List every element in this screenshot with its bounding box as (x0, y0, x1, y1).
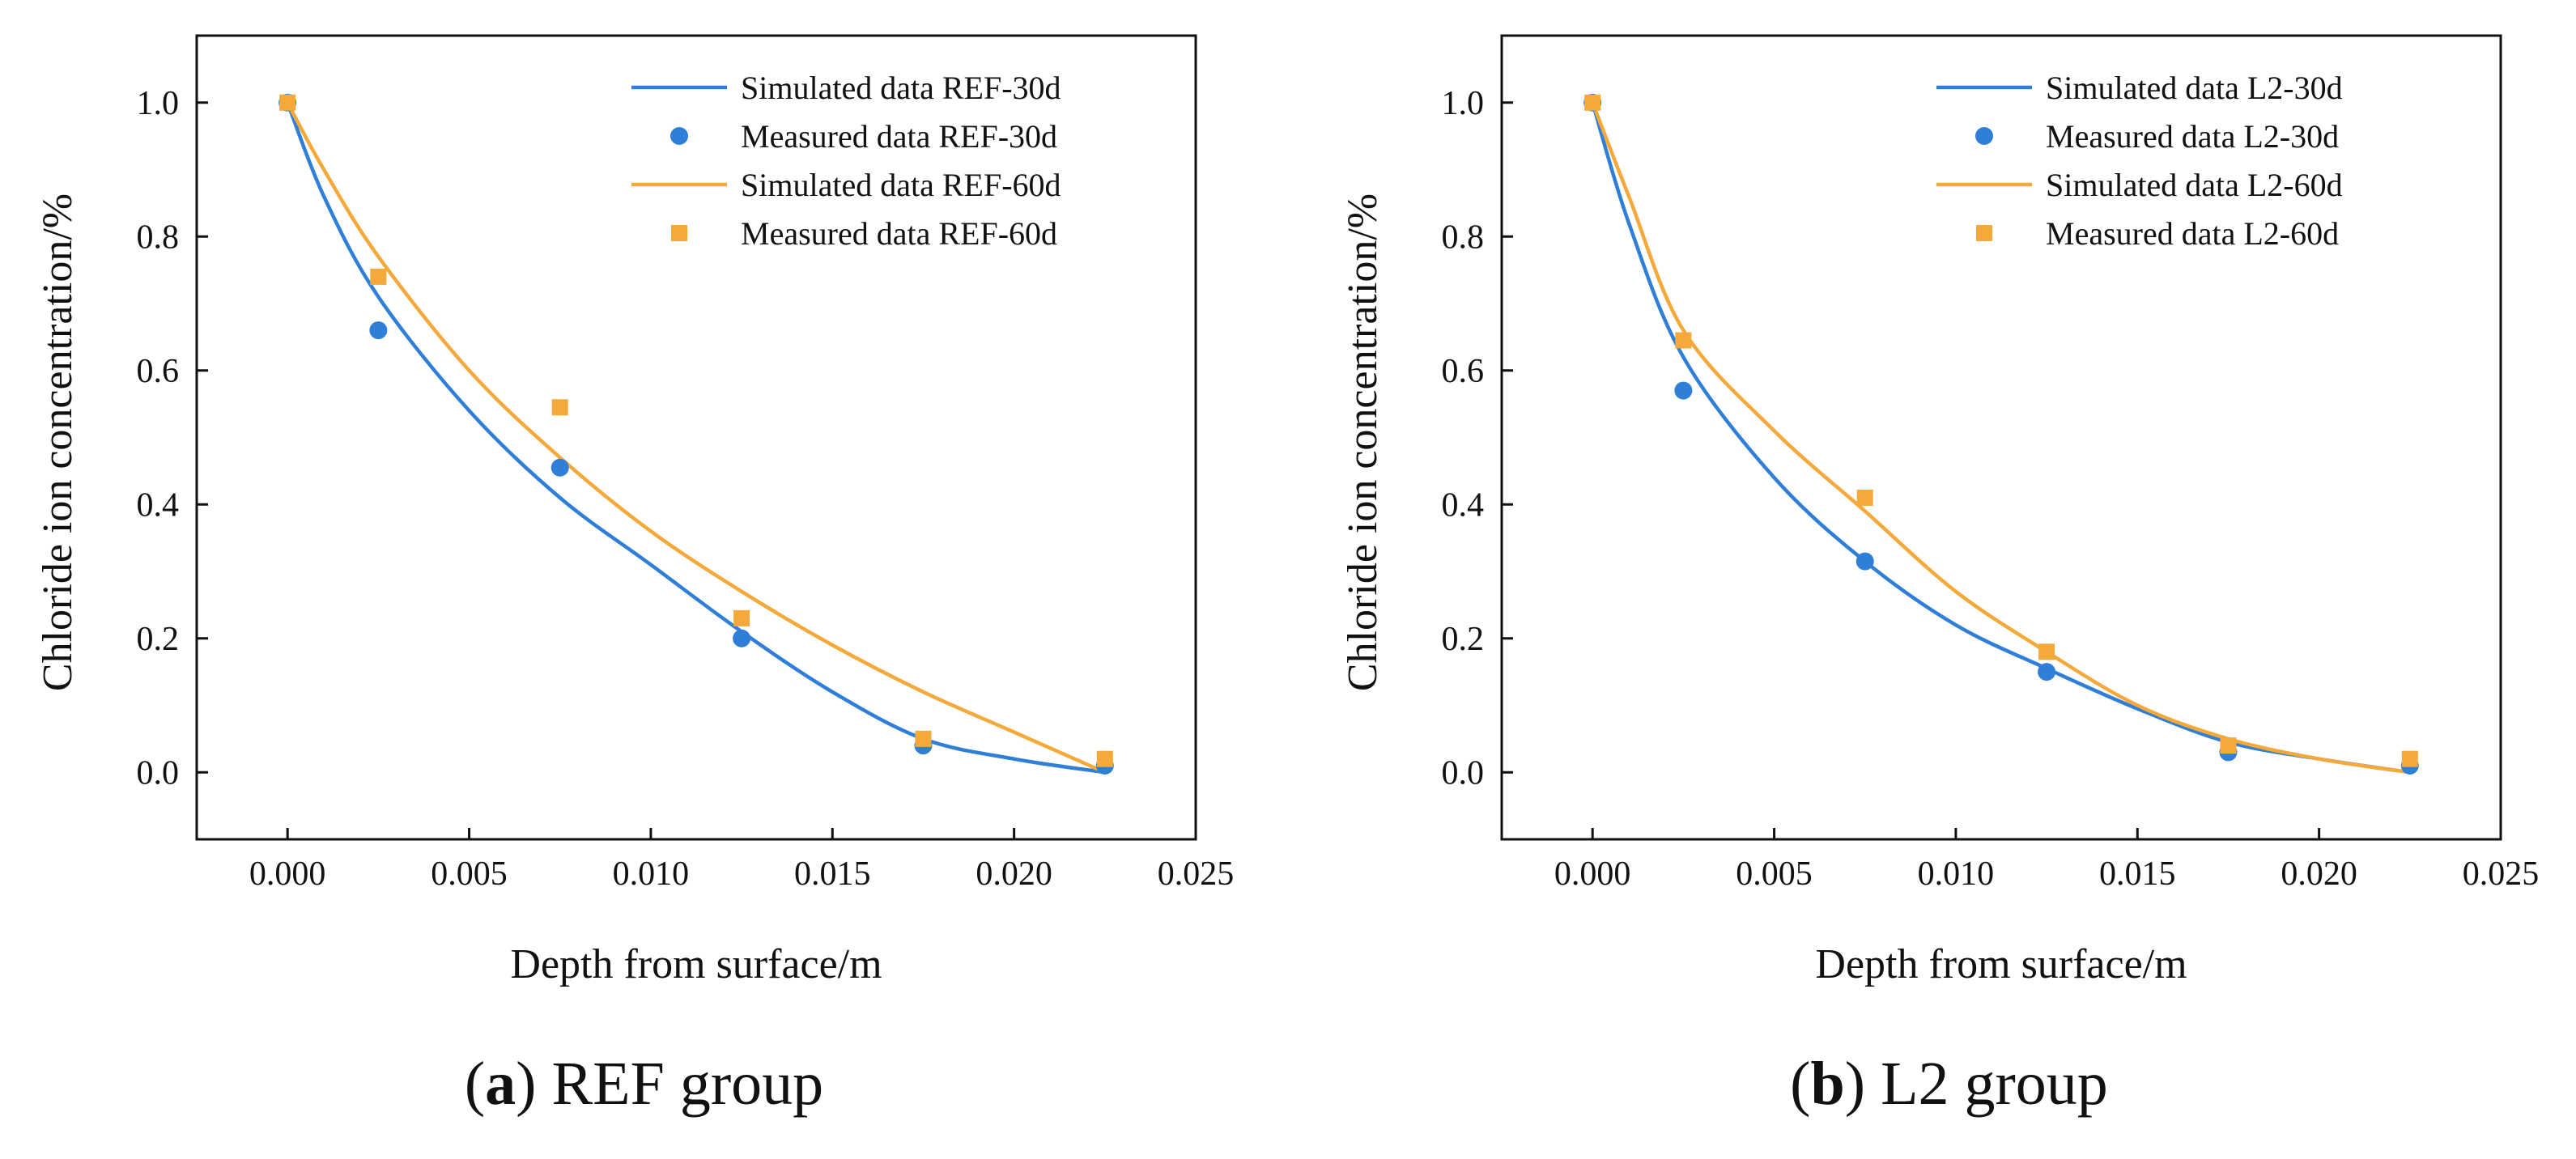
y-tick-label: 0.0 (137, 754, 180, 792)
y-tick-label: 0.2 (1442, 621, 1485, 658)
plot-frame (195, 34, 1197, 841)
data-point-square (733, 609, 750, 626)
caption-b-label: b (1810, 1050, 1845, 1118)
y-tick-label: 0.2 (137, 621, 180, 658)
data-point-square (1675, 332, 1692, 349)
data-point-circle (1855, 552, 1874, 571)
x-tick-label: 0.020 (2281, 855, 2357, 893)
y-tick-label: 0.8 (137, 219, 180, 256)
x-axis-title: Depth from surface/m (1815, 941, 2187, 987)
caption-b: (b) L2 group (1790, 1050, 2108, 1118)
series-line-simulated-data-ref-30d (286, 101, 1106, 775)
data-point-square (1856, 489, 1873, 506)
x-tick-label: 0.015 (794, 855, 871, 893)
data-point-circle (550, 458, 569, 477)
chart-a: 0.000 0.005 0.010 0.015 0.020 0.025 0.0 0.2 0.4 0… (35, 34, 1235, 987)
legend-circle-symbol (670, 127, 688, 145)
y-axis-title: Chloride ion concentration/% (1340, 193, 1386, 691)
data-point-square (2038, 643, 2055, 660)
caption-a-text: REF group (551, 1050, 824, 1118)
data-point-circle (2038, 663, 2056, 681)
legend-entry-label: Measured data L2-30d (2046, 118, 2339, 155)
data-point-square (279, 94, 296, 111)
y-axis-title: Chloride ion concentration/% (35, 193, 81, 691)
legend-entry-label: Measured data REF-30d (741, 118, 1057, 155)
data-point-square (1584, 94, 1601, 111)
x-tick-label: 0.005 (431, 855, 508, 893)
x-tick-label: 0.000 (1554, 855, 1631, 893)
y-tick-label: 1.0 (137, 85, 180, 122)
legend-square-symbol (671, 225, 687, 241)
caption-b-text: L2 group (1881, 1050, 2108, 1118)
x-tick-label: 0.010 (1918, 855, 1995, 893)
x-tick-label: 0.005 (1736, 855, 1813, 893)
data-point-circle (369, 321, 388, 340)
y-tick-label: 0.8 (1442, 219, 1485, 256)
series-line-simulated-data-ref-60d (286, 101, 1106, 775)
x-tick-label: 0.000 (249, 855, 326, 893)
legend-entry-label: Simulated data L2-60d (2046, 167, 2343, 203)
data-point-square (2220, 737, 2237, 754)
caption-a: (a) REF group (464, 1050, 824, 1118)
x-tick-label: 0.020 (976, 855, 1052, 893)
x-tick-label: 0.015 (2099, 855, 2176, 893)
x-tick-label: 0.025 (2463, 855, 2540, 893)
legend-entry-label: Simulated data L2-30d (2046, 70, 2343, 106)
x-axis-title: Depth from surface/m (510, 941, 882, 987)
legend-entry-label: Simulated data REF-60d (741, 167, 1061, 203)
series-line-simulated-data-l2-60d (1591, 101, 2411, 775)
y-tick-label: 0.6 (1442, 353, 1485, 390)
y-tick-label: 1.0 (1442, 85, 1485, 122)
panel-b: 0.000 0.005 0.010 0.015 0.020 0.025 0.0 0.2 0.4 0… (1305, 0, 2576, 1159)
chart-b: 0.000 0.005 0.010 0.015 0.020 0.025 0.0 0.2 0.4 0… (1340, 34, 2540, 987)
data-point-square (915, 730, 932, 747)
legend-square-symbol (1976, 225, 1992, 241)
legend-circle-symbol (1975, 127, 1993, 145)
data-point-square (1096, 750, 1113, 767)
legend-entry-label: Simulated data REF-30d (741, 70, 1061, 106)
y-tick-label: 0.6 (137, 353, 180, 390)
data-point-circle (733, 629, 751, 647)
legend-entry-label: Measured data L2-60d (2046, 215, 2339, 252)
panel-a: 0.000 0.005 0.010 0.015 0.020 0.025 0.0 0.2 0.4 0… (35, 34, 1235, 1118)
y-tick-label: 0.4 (1442, 486, 1485, 524)
y-tick-label: 0.0 (1442, 754, 1485, 792)
data-point-square (551, 399, 568, 416)
data-point-square (370, 268, 387, 285)
series-line-simulated-data-l2-30d (1591, 102, 2411, 775)
data-point-circle (1674, 381, 1693, 400)
x-tick-label: 0.025 (1158, 855, 1235, 893)
x-tick-label: 0.010 (613, 855, 690, 893)
data-point-square (2401, 750, 2418, 767)
y-tick-label: 0.4 (137, 486, 180, 524)
plot-frame (1500, 34, 2502, 841)
caption-a-label: a (485, 1050, 516, 1118)
legend-entry-label: Measured data REF-60d (741, 215, 1057, 252)
